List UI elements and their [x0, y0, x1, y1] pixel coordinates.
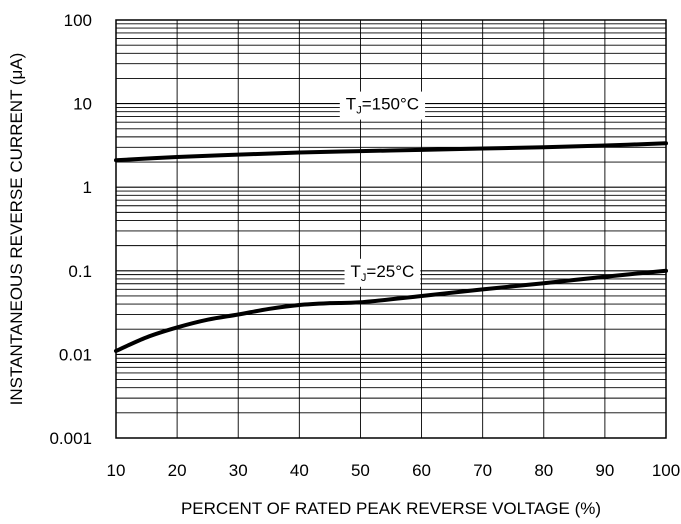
- y-tick-label: 0.01: [59, 345, 92, 364]
- x-tick-label: 100: [652, 461, 680, 480]
- y-tick-labels: 0.001 0.01 0.1 1 10 100: [49, 11, 92, 448]
- curve-label-main: T: [351, 262, 361, 281]
- y-tick-label: 100: [64, 11, 92, 30]
- annotations: TJ=150°CTJ=25°C: [339, 91, 426, 287]
- x-tick-label: 10: [107, 461, 126, 480]
- y-tick-label: 10: [73, 95, 92, 114]
- series-line-1: [114, 141, 668, 163]
- curve-label-background: [339, 91, 426, 120]
- x-tick-label: 30: [229, 461, 248, 480]
- curve-label-main: T: [346, 95, 356, 114]
- series-line-2: [114, 268, 668, 353]
- x-axis-title: PERCENT OF RATED PEAK REVERSE VOLTAGE (%…: [181, 499, 601, 518]
- plot-background: [116, 20, 666, 438]
- curve-label-1: TJ=150°C: [339, 91, 426, 120]
- series-lines: [114, 141, 668, 353]
- curve-label-text: TJ=150°C: [346, 95, 419, 117]
- x-tick-label: 50: [351, 461, 370, 480]
- x-tick-label: 20: [168, 461, 187, 480]
- x-tick-label: 80: [534, 461, 553, 480]
- grid: [115, 20, 667, 439]
- y-axis-title: INSTANTANEOUS REVERSE CURRENT (μA): [7, 53, 26, 406]
- curve-label-subscript: J: [361, 272, 367, 284]
- plot-frame: [115, 19, 667, 439]
- y-tick-label: 0.1: [68, 262, 92, 281]
- x-tick-label: 60: [412, 461, 431, 480]
- curve-label-rest: =25°C: [366, 262, 414, 281]
- x-tick-label: 90: [595, 461, 614, 480]
- curve-label-rest: =150°C: [362, 95, 419, 114]
- x-tick-label: 70: [473, 461, 492, 480]
- x-tick-labels: 10 20 30 40 50 60 70 80 90 100: [107, 461, 681, 480]
- curve-label-2: TJ=25°C: [344, 258, 421, 287]
- curve-label-subscript: J: [356, 105, 362, 117]
- y-tick-label: 1: [83, 178, 92, 197]
- x-tick-label: 40: [290, 461, 309, 480]
- y-tick-label: 0.001: [49, 429, 92, 448]
- curve-label-background: [344, 258, 421, 287]
- curve-label-text: TJ=25°C: [351, 262, 415, 284]
